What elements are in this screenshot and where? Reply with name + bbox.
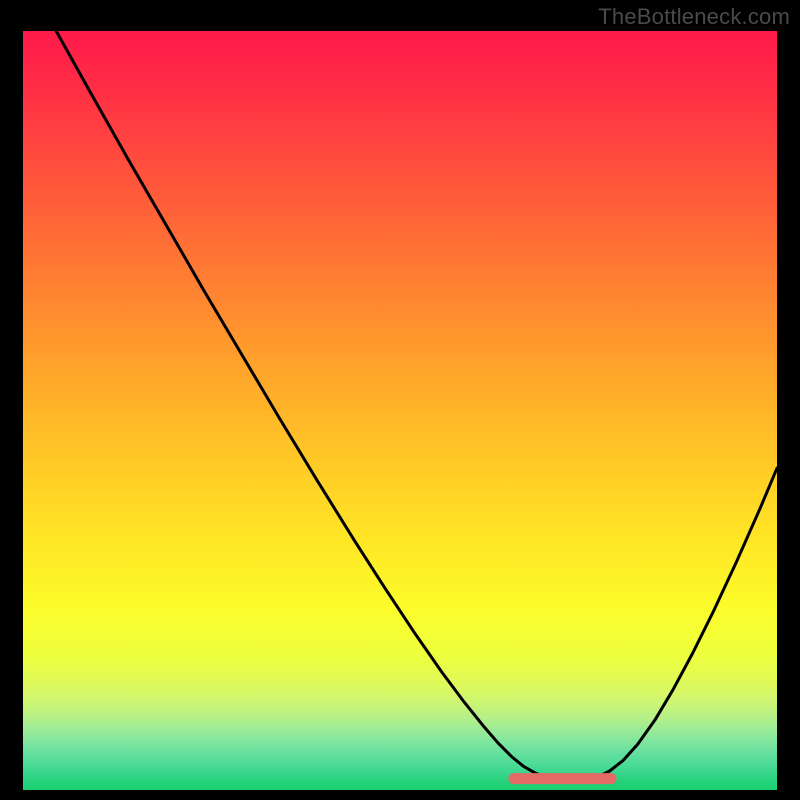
plot-area — [23, 31, 777, 790]
plot-svg — [23, 31, 777, 790]
watermark-text: TheBottleneck.com — [598, 4, 790, 30]
gradient-background — [23, 31, 777, 790]
chart-frame: TheBottleneck.com — [0, 0, 800, 800]
